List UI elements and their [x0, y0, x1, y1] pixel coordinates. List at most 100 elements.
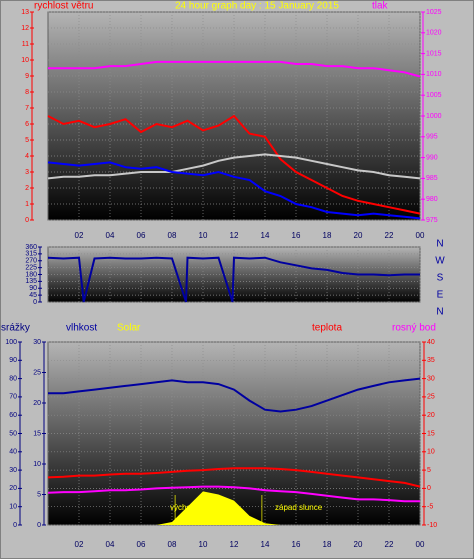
y-tick-label: -5 [427, 504, 433, 511]
y-tick-label: 90 [29, 285, 37, 292]
y-tick-label: 100 [5, 339, 17, 346]
y-tick-label: 180 [25, 271, 37, 278]
y-tick-label: 6 [25, 121, 29, 128]
x-tick-label: 16 [292, 231, 301, 240]
y-tick-label: 20 [9, 485, 17, 492]
y-axis-label: rychlost větru [34, 1, 93, 12]
x-tick-label: 00 [416, 231, 425, 240]
line [47, 153, 421, 180]
chart-title: 24 hour graph day : 15 January 2015 [175, 1, 339, 12]
y-tick-label: 1 [25, 201, 29, 208]
line [47, 256, 420, 303]
y-tick-label: 1005 [426, 92, 442, 99]
y-tick-label: 5 [25, 137, 29, 144]
annotation: východ slunce [170, 503, 221, 512]
legend-label: vlhkost [66, 323, 97, 334]
legend-label: Solar [117, 323, 141, 334]
area [48, 491, 420, 525]
y-tick-label: 0 [25, 217, 29, 224]
y-tick-label: 0 [33, 299, 37, 306]
x-tick-label: 06 [137, 231, 146, 240]
x-tick-label: 22 [385, 231, 394, 240]
y-tick-label: 4 [25, 153, 29, 160]
x-tick-label: 20 [354, 231, 363, 240]
line [47, 467, 421, 488]
y-tick-label: 975 [426, 217, 438, 224]
y-tick-label: 10 [9, 504, 17, 511]
y-tick-label: 12 [21, 25, 29, 32]
y-tick-label: 10 [33, 461, 41, 468]
y-tick-label: 15 [427, 430, 435, 437]
y2-axis-label: tlak [372, 1, 389, 12]
y-tick-label: 5 [427, 467, 431, 474]
y-tick-label: 20 [33, 400, 41, 407]
y-tick-label: 9 [25, 73, 29, 80]
x-tick-label: 06 [137, 540, 146, 549]
x-tick-label: 12 [230, 540, 239, 549]
y-tick-label: 25 [427, 394, 435, 401]
y-tick-label: 30 [9, 467, 17, 474]
line [47, 114, 421, 215]
x-tick-label: 08 [168, 231, 177, 240]
compass-label: E [437, 290, 444, 301]
x-tick-label: 10 [199, 231, 208, 240]
y-tick-label: 1020 [426, 30, 442, 37]
annotation: západ slunce [275, 503, 323, 512]
y-tick-label: 50 [9, 430, 17, 437]
compass-label: S [437, 273, 444, 284]
x-tick-label: 14 [261, 231, 270, 240]
y-tick-label: 3 [25, 169, 29, 176]
x-tick-label: 04 [106, 231, 115, 240]
y-tick-label: 20 [427, 412, 435, 419]
x-tick-label: 16 [292, 540, 301, 549]
y-tick-label: 30 [33, 339, 41, 346]
y-tick-label: 10 [427, 449, 435, 456]
y-tick-label: 70 [9, 394, 17, 401]
compass-label: W [435, 256, 445, 267]
y-tick-label: 1025 [426, 9, 442, 16]
y-tick-label: 15 [33, 430, 41, 437]
y-tick-label: 315 [25, 251, 37, 258]
legend-label: rosný bod [392, 323, 436, 334]
y-tick-label: 0 [427, 485, 431, 492]
y-tick-label: -10 [427, 522, 437, 529]
x-tick-label: 12 [230, 231, 239, 240]
y-tick-label: 45 [29, 292, 37, 299]
y-tick-label: 2 [25, 185, 29, 192]
x-tick-label: 18 [323, 231, 332, 240]
x-tick-label: 08 [168, 540, 177, 549]
y-tick-label: 360 [25, 244, 37, 251]
compass-label: N [436, 239, 443, 250]
line [47, 485, 420, 503]
y-tick-label: 985 [426, 175, 438, 182]
y-tick-label: 11 [22, 41, 29, 48]
y-tick-label: 25 [33, 369, 41, 376]
y-tick-label: 1010 [426, 71, 442, 78]
x-tick-label: 00 [416, 540, 425, 549]
y-tick-label: 995 [426, 134, 438, 141]
y-tick-label: 30 [427, 375, 435, 382]
y-tick-label: 5 [37, 491, 41, 498]
compass-label: N [436, 307, 443, 318]
line [47, 161, 421, 220]
x-tick-label: 04 [106, 540, 115, 549]
x-tick-label: 02 [75, 540, 84, 549]
y-tick-label: 60 [9, 412, 17, 419]
legend-label: teplota [312, 323, 342, 334]
y-tick-label: 40 [9, 449, 17, 456]
y-tick-label: 1000 [426, 113, 442, 120]
y-tick-label: 135 [25, 278, 37, 285]
y-tick-label: 80 [9, 375, 17, 382]
x-tick-label: 22 [385, 540, 394, 549]
x-tick-label: 02 [75, 231, 84, 240]
y-tick-label: 90 [9, 357, 17, 364]
y-tick-label: 980 [426, 196, 438, 203]
y-tick-label: 0 [37, 522, 41, 529]
x-tick-label: 20 [354, 540, 363, 549]
y-tick-label: 10 [21, 57, 29, 64]
line [48, 60, 421, 78]
y-tick-label: 13 [21, 9, 29, 16]
y-tick-label: 225 [25, 264, 37, 271]
x-tick-label: 18 [323, 540, 332, 549]
y-tick-label: 40 [427, 339, 435, 346]
